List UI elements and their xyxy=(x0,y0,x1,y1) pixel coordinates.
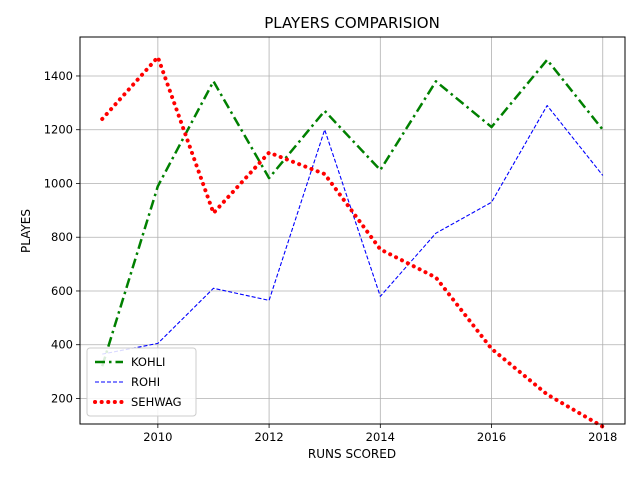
y-tick-label: 600 xyxy=(51,284,73,298)
y-tick-label: 1200 xyxy=(44,123,73,137)
legend-label-rohi: ROHI xyxy=(131,375,160,389)
chart-title: PLAYERS COMPARISION xyxy=(264,14,440,32)
y-tick-label: 1400 xyxy=(44,69,73,83)
y-tick-label: 400 xyxy=(51,338,73,352)
y-axis-label: PLAYES xyxy=(19,209,33,253)
series-line-sehwag xyxy=(100,55,605,429)
x-tick-label: 2012 xyxy=(254,430,283,444)
legend-box xyxy=(86,347,197,417)
legend: KOHLI ROHI SEHWAG xyxy=(86,347,197,417)
axes-frame xyxy=(79,36,626,425)
x-tick-label: 2016 xyxy=(477,430,506,444)
x-axis-label: RUNS SCORED xyxy=(308,447,396,461)
series-lines xyxy=(100,55,605,429)
y-tick-label: 200 xyxy=(51,391,73,405)
y-tick-label: 1000 xyxy=(44,176,73,190)
grid xyxy=(80,37,625,424)
x-tick-label: 2014 xyxy=(366,430,395,444)
legend-label-kohli: KOHLI xyxy=(131,355,165,369)
y-tick-label: 800 xyxy=(51,230,73,244)
ticks: 2010 2012 2014 2016 2018 200 400 600 800 1000 1200… xyxy=(44,69,618,444)
x-tick-label: 2010 xyxy=(143,430,172,444)
x-tick-label: 2018 xyxy=(588,430,617,444)
series-line-rohi xyxy=(102,104,604,355)
legend-label-sehwag: SEHWAG xyxy=(131,395,182,409)
